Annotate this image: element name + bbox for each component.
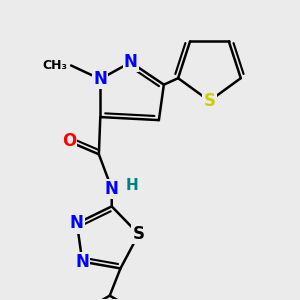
Text: N: N — [124, 53, 138, 71]
Text: O: O — [62, 132, 76, 150]
Text: S: S — [133, 225, 145, 243]
Text: N: N — [105, 180, 119, 198]
Text: N: N — [75, 253, 89, 271]
Text: S: S — [203, 92, 215, 110]
Text: CH₃: CH₃ — [43, 59, 68, 72]
Text: H: H — [125, 178, 138, 193]
Text: N: N — [93, 70, 107, 88]
Text: N: N — [70, 214, 84, 232]
